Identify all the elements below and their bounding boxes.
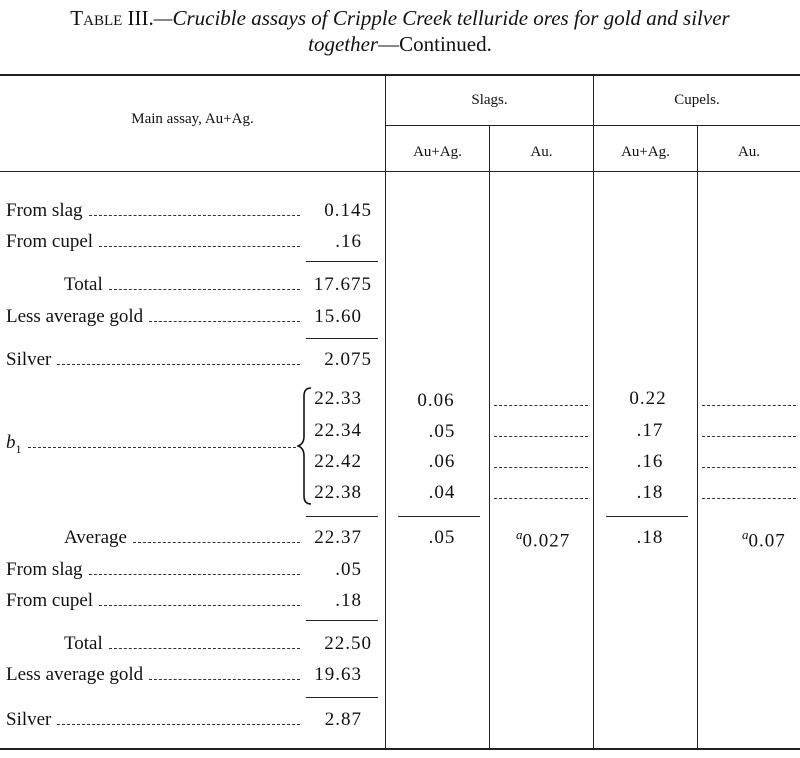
b1-value: 22.34 xyxy=(314,420,362,441)
row-value: 15.60 xyxy=(314,306,362,327)
b1-slags-auag: .05 xyxy=(428,421,456,442)
b1-cupels-auag: .18 xyxy=(636,482,664,503)
average-cupels-au: a0.07 xyxy=(742,527,786,552)
sum-rule xyxy=(306,620,378,621)
row-value: .05 xyxy=(335,559,362,580)
table-caption-line2: together xyxy=(308,32,379,56)
b1-slags-auag: .06 xyxy=(428,451,456,472)
b1-value: 22.42 xyxy=(314,451,362,472)
row-label: From slag xyxy=(6,559,83,580)
row-value: .16 xyxy=(335,231,362,252)
footnote-marker: a xyxy=(742,527,749,542)
row-less-gold-1: Less average gold xyxy=(6,306,306,328)
average-cupels-auag: .18 xyxy=(636,527,664,548)
row-silver-1: Silver xyxy=(6,349,306,371)
header-rule xyxy=(0,171,800,172)
header-cupels-auag: Au+Ag. xyxy=(621,144,670,160)
table-title-line1: Table III.—Crucible assays of Cripple Cr… xyxy=(0,6,800,31)
header-slags-auag: Au+Ag. xyxy=(413,144,462,160)
row-value: 22.50 xyxy=(324,633,372,654)
average-value: 22.37 xyxy=(314,527,362,548)
column-divider-main xyxy=(385,75,386,748)
b1-cupels-auag: .17 xyxy=(636,420,664,441)
row-from-cupel-1: From cupel xyxy=(6,231,306,253)
table-caption-line1: —Crucible assays of Cripple Creek tellur… xyxy=(153,6,730,30)
header-cupels-au: Au. xyxy=(737,144,761,160)
column-divider-cupels xyxy=(697,126,698,748)
b1-slags-au-blank xyxy=(494,467,588,468)
sum-rule xyxy=(306,697,378,698)
row-total-1: Total xyxy=(64,274,306,296)
header-slags: Slags. xyxy=(471,92,508,108)
header-cupels: Cupels. xyxy=(674,92,720,108)
b1-brace xyxy=(297,387,312,505)
row-label: From cupel xyxy=(6,590,94,611)
bottom-rule xyxy=(0,748,800,750)
sum-rule xyxy=(306,261,378,262)
top-rule xyxy=(0,74,800,76)
row-from-slag-1: From slag xyxy=(6,200,306,222)
row-total-2: Total xyxy=(64,633,306,655)
table-caption-continued: —Continued. xyxy=(378,32,492,56)
b1-label: b1 xyxy=(6,432,22,456)
row-value: 2.87 xyxy=(324,709,362,730)
row-value: 0.145 xyxy=(324,200,372,221)
b1-slags-auag: 0.06 xyxy=(417,390,455,411)
b1-cupels-auag: 0.22 xyxy=(629,388,667,409)
row-from-slag-2: From slag xyxy=(6,559,306,581)
column-divider-groups xyxy=(593,75,594,748)
row-less-gold-2: Less average gold xyxy=(6,664,306,686)
b1-slags-auag: .04 xyxy=(428,482,456,503)
table-title-line2: together—Continued. xyxy=(0,32,800,57)
column-divider-slags xyxy=(489,126,490,748)
b1-slags-au-blank xyxy=(494,405,588,406)
average-rule-slags xyxy=(398,516,480,517)
average-rule-cupels xyxy=(606,516,688,517)
average-rule xyxy=(306,516,378,517)
row-label: Silver xyxy=(6,349,52,370)
row-value: 19.63 xyxy=(314,664,362,685)
row-silver-2: Silver xyxy=(6,709,306,731)
row-label: Total xyxy=(64,633,103,654)
row-label: Less average gold xyxy=(6,306,144,327)
header-main: Main assay, Au+Ag. xyxy=(131,111,254,127)
b1-cupels-auag: .16 xyxy=(636,451,664,472)
b1-cupels-au-blank xyxy=(702,498,796,499)
header-slags-au: Au. xyxy=(530,144,553,160)
row-label: Less average gold xyxy=(6,664,144,685)
row-value: 2.075 xyxy=(324,349,372,370)
table-label: Table III. xyxy=(70,6,154,30)
row-label: Average xyxy=(64,527,127,548)
row-value: .18 xyxy=(335,590,362,611)
row-label: Total xyxy=(64,274,103,295)
b1-slags-au-blank xyxy=(494,498,588,499)
b1-cupels-au-blank xyxy=(702,405,796,406)
footnote-marker: a xyxy=(516,527,523,542)
row-from-cupel-2: From cupel xyxy=(6,590,306,612)
b1-cupels-au-blank xyxy=(702,467,796,468)
row-b1-label: b1 xyxy=(6,432,302,457)
b1-value: 22.38 xyxy=(314,482,362,503)
row-value: 17.675 xyxy=(313,274,372,295)
row-average: Average xyxy=(64,527,306,549)
average-slags-au: a0.027 xyxy=(516,527,571,552)
row-label: From slag xyxy=(6,200,83,221)
average-slags-auag: .05 xyxy=(428,527,456,548)
b1-slags-au-blank xyxy=(494,436,588,437)
row-label: Silver xyxy=(6,709,52,730)
sum-rule xyxy=(306,338,378,339)
b1-cupels-au-blank xyxy=(702,436,796,437)
row-label: From cupel xyxy=(6,231,94,252)
b1-value: 22.33 xyxy=(314,388,362,409)
